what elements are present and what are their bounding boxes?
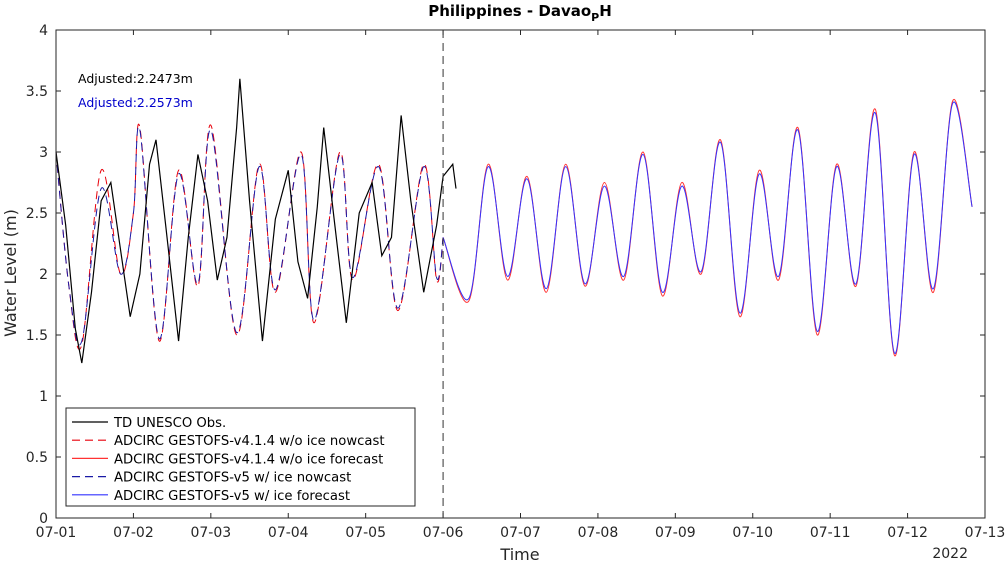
legend-item-v5-forecast: ADCIRC GESTOFS-v5 w/ ice forecast (72, 489, 350, 504)
x-tick-label: 07-03 (190, 525, 231, 541)
annotation-obs-adjusted: Adjusted:2.2473m (78, 71, 193, 86)
annotation-model-adjusted: Adjusted:2.2573m (78, 95, 193, 110)
v5-nowcast-line (55, 126, 444, 346)
y-tick-label: 1 (39, 389, 48, 405)
legend-item-v5-nowcast: ADCIRC GESTOFS-v5 w/ ice nowcast (72, 471, 351, 486)
x-tick-label: 07-12 (887, 525, 928, 541)
x-axis-label: Time (499, 545, 539, 562)
legend-label: TD UNESCO Obs. (113, 416, 226, 431)
x-tick-label: 07-06 (423, 525, 464, 541)
x-tick-label: 07-11 (810, 525, 851, 541)
y-tick-label: 0.5 (26, 450, 48, 466)
x-tick-label: 07-02 (113, 525, 154, 541)
legend-item-v414-nowcast: ADCIRC GESTOFS-v4.1.4 w/o ice nowcast (72, 434, 385, 449)
x-tick-label: 07-07 (500, 525, 541, 541)
y-tick-label: 0 (39, 511, 48, 527)
legend-label: ADCIRC GESTOFS-v5 w/ ice nowcast (114, 471, 351, 486)
x-tick-label: 07-13 (965, 525, 1006, 541)
chart-title: Philippines - DavaoPH (428, 2, 612, 24)
legend-item-v414-forecast: ADCIRC GESTOFS-v4.1.4 w/o ice forecast (72, 452, 383, 467)
legend-label: ADCIRC GESTOFS-v4.1.4 w/o ice forecast (114, 452, 383, 467)
y-tick-label: 2.5 (26, 206, 48, 222)
x-tick-label: 07-05 (345, 525, 386, 541)
x-tick-label: 07-04 (268, 525, 309, 541)
chart-title-suffix: H (599, 2, 612, 20)
legend-label: ADCIRC GESTOFS-v5 w/ ice forecast (114, 489, 350, 504)
v414-nowcast-line (55, 123, 444, 350)
observation-line (55, 78, 457, 364)
legend-item-observation: TD UNESCO Obs. (72, 416, 226, 431)
x-tick-label: 07-09 (655, 525, 696, 541)
x-tick-label: 07-10 (732, 525, 773, 541)
y-tick-label: 3 (39, 145, 48, 161)
y-tick-label: 4 (39, 23, 48, 39)
y-tick-label: 2 (39, 267, 48, 283)
v5-forecast-line (442, 101, 973, 354)
x-tick-label: 07-08 (578, 525, 619, 541)
chart-title-subscript: P (591, 11, 599, 24)
y-tick-label: 1.5 (26, 328, 48, 344)
y-tick-label: 3.5 (26, 84, 48, 100)
chart-title-main: Philippines - Davao (428, 2, 591, 20)
x-axis-year-label: 2022 (932, 546, 968, 562)
legend-label: ADCIRC GESTOFS-v4.1.4 w/o ice nowcast (114, 434, 385, 449)
legend: TD UNESCO Obs. ADCIRC GESTOFS-v4.1.4 w/o … (65, 407, 416, 507)
x-tick-label: 07-01 (36, 525, 77, 541)
y-axis-label: Water Level (m) (1, 209, 20, 337)
